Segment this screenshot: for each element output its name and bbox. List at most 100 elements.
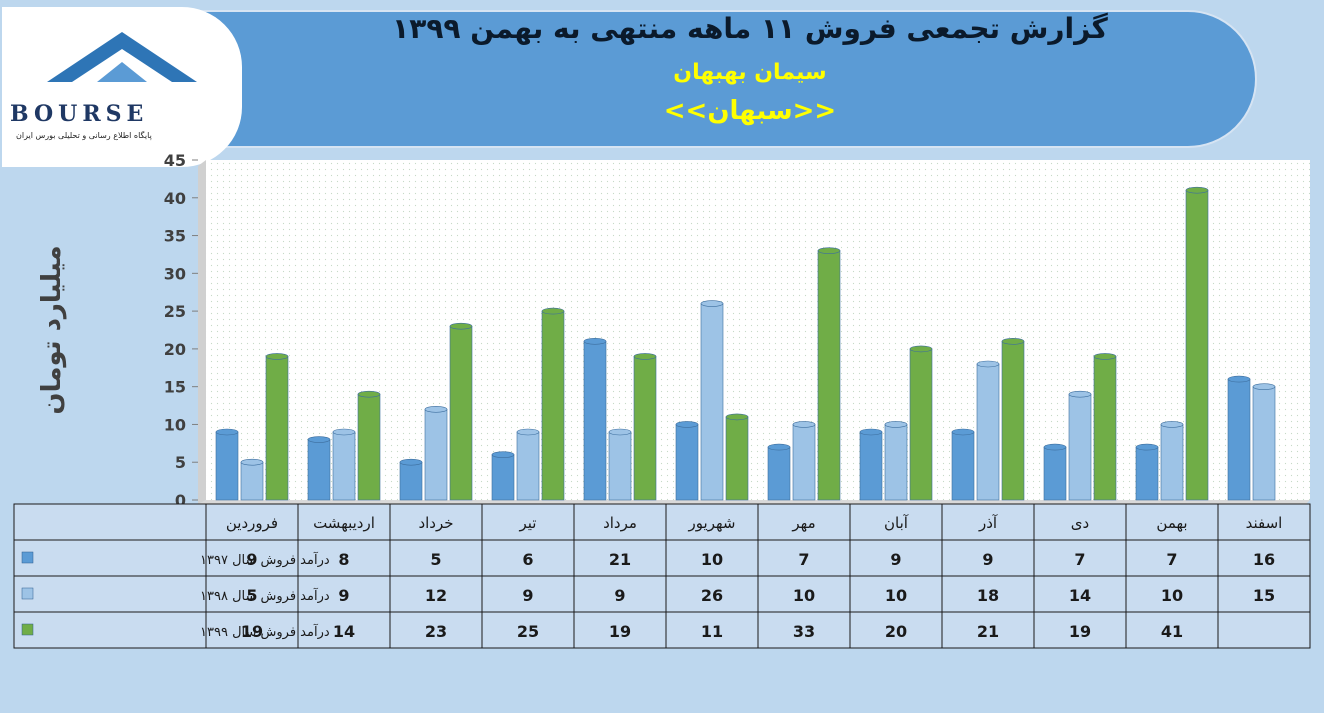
bar	[1185, 186, 1209, 501]
x-category-label: تیر	[519, 514, 537, 532]
data-label: 5	[430, 550, 441, 569]
bar-body	[633, 356, 657, 501]
bar	[675, 421, 699, 501]
bar-top	[516, 428, 540, 436]
bar	[265, 353, 289, 501]
bar	[909, 345, 933, 501]
data-label: 21	[977, 622, 999, 641]
data-label: 20	[885, 622, 907, 641]
bar-body	[399, 461, 423, 501]
bar	[817, 247, 841, 501]
data-label: 9	[614, 586, 625, 605]
legend-series-name: درآمد فروش سال ۱۳۹۸	[200, 587, 330, 604]
data-label: 9	[982, 550, 993, 569]
data-label: 9	[246, 550, 257, 569]
side-wall	[198, 160, 206, 504]
bar	[1160, 421, 1184, 501]
bar-body	[307, 439, 331, 501]
data-label: 14	[333, 622, 355, 641]
bar-body	[424, 409, 448, 501]
bar-top	[792, 421, 816, 428]
legend-swatch	[21, 587, 34, 600]
bar-top	[1227, 375, 1251, 383]
legend-series-name: درآمد فروش سال ۱۳۹۹	[200, 623, 330, 640]
y-tick-label: 10	[164, 415, 186, 434]
bourse-logo: BOURSE پایگاه اطلاع رسانی و تحلیلی بورس …	[2, 7, 242, 167]
bar-top	[265, 353, 289, 360]
data-label: 19	[241, 622, 263, 641]
bar	[792, 421, 816, 501]
bar	[859, 428, 883, 501]
bar-top	[307, 436, 331, 443]
bar-top	[449, 322, 473, 330]
data-label: 41	[1161, 622, 1183, 641]
bar-body	[767, 446, 791, 501]
bar-top	[1135, 443, 1159, 451]
bar-body	[951, 431, 975, 501]
bar-top	[215, 428, 239, 436]
bar-top	[859, 428, 883, 436]
legend-series-name: درآمد فروش سال ۱۳۹۷	[200, 551, 330, 568]
bar-top	[491, 451, 515, 458]
bar-top	[1093, 353, 1117, 360]
bar-top	[1001, 338, 1025, 345]
y-tick-label: 25	[164, 302, 186, 321]
bar-body	[909, 348, 933, 501]
data-label: 19	[1069, 622, 1091, 641]
x-category-label: فروردین	[226, 514, 278, 532]
bar	[700, 300, 724, 501]
data-label: 12	[425, 586, 447, 605]
bar-body	[1068, 393, 1092, 501]
bar-top	[725, 413, 749, 421]
data-label: 10	[793, 586, 815, 605]
bar	[541, 307, 565, 501]
y-tick-label: 0	[175, 491, 186, 510]
bar-body	[976, 363, 1000, 501]
plot-area	[206, 160, 1310, 500]
bar	[1227, 375, 1251, 501]
bar	[976, 360, 1000, 501]
data-label: 18	[977, 586, 999, 605]
bar-top	[541, 307, 565, 315]
bar-top	[583, 338, 607, 345]
bar-body	[884, 424, 908, 501]
bar	[583, 338, 607, 501]
data-label: 9	[890, 550, 901, 569]
bar-body	[608, 431, 632, 501]
x-category-label: اسفند	[1246, 514, 1283, 532]
data-label: 8	[338, 550, 349, 569]
data-label: 7	[1166, 550, 1177, 569]
bar-body	[516, 431, 540, 501]
bar-body	[583, 341, 607, 501]
x-category-label: آبان	[884, 514, 909, 532]
data-label: 6	[522, 550, 533, 569]
bar-top	[909, 345, 933, 353]
bar-top	[424, 406, 448, 413]
bar-body	[332, 431, 356, 501]
bar-body	[449, 325, 473, 501]
y-tick-label: 45	[164, 151, 186, 170]
bar	[608, 428, 632, 501]
data-label: 5	[246, 586, 257, 605]
bar	[725, 413, 749, 501]
data-label: 25	[517, 622, 539, 641]
data-label: 7	[798, 550, 809, 569]
data-label: 33	[793, 622, 815, 641]
bar-body	[1093, 356, 1117, 501]
legend-swatch	[21, 551, 34, 564]
bar	[215, 428, 239, 501]
bar	[1135, 443, 1159, 501]
bar-body	[675, 424, 699, 501]
bar-body	[725, 416, 749, 501]
bar-body	[859, 431, 883, 501]
y-tick-label: 15	[164, 378, 186, 397]
bar	[332, 428, 356, 501]
data-label: 11	[701, 622, 723, 641]
bar	[424, 406, 448, 501]
bar-body	[1135, 446, 1159, 501]
x-category-label: اردیبهشت	[313, 514, 375, 532]
bar-body	[817, 250, 841, 501]
bar-top	[332, 428, 356, 436]
company-name: سیمان بهبهان	[673, 60, 827, 85]
